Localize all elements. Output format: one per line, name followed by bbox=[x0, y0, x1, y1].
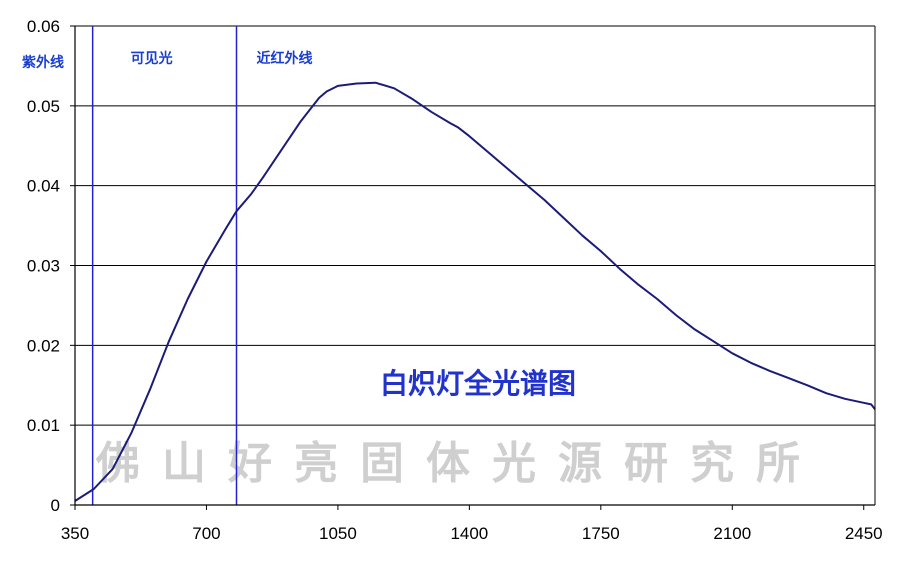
y-tick-label: 0.01 bbox=[27, 416, 60, 435]
region-label: 可见光 bbox=[131, 50, 173, 67]
y-tick-label: 0.02 bbox=[27, 336, 60, 355]
y-tick-label: 0.05 bbox=[27, 97, 60, 116]
y-tick-label: 0 bbox=[51, 496, 60, 515]
x-tick-label: 350 bbox=[61, 524, 89, 543]
region-labels: 紫外线 可见光 近红外线 bbox=[22, 50, 313, 71]
series-layer bbox=[74, 81, 876, 502]
x-tick-labels: 350 700 1050 1400 1750 2100 2450 bbox=[61, 505, 883, 543]
x-tick-label: 2100 bbox=[713, 524, 751, 543]
x-tick-label: 1050 bbox=[319, 524, 357, 543]
watermark-layer: 佛山好亮固体光源研究所 bbox=[95, 438, 822, 489]
watermark: 佛山好亮固体光源研究所 bbox=[95, 438, 822, 489]
y-tick-label: 0.06 bbox=[27, 17, 60, 36]
chart-title: 白炽灯全光谱图 bbox=[380, 367, 576, 400]
x-tick-label: 1750 bbox=[582, 524, 620, 543]
spectrum-line bbox=[74, 81, 876, 502]
y-tick-label: 0.04 bbox=[27, 177, 60, 196]
grid-lines bbox=[75, 25, 875, 506]
region-label: 紫外线 bbox=[22, 54, 64, 71]
x-tick-label: 2450 bbox=[845, 524, 883, 543]
y-tick-labels: 0 0.01 0.02 0.03 0.04 0.05 0.06 bbox=[27, 17, 75, 515]
x-tick-label: 1400 bbox=[450, 524, 488, 543]
x-tick-label: 700 bbox=[192, 524, 220, 543]
region-boundaries bbox=[91, 26, 238, 505]
region-label: 近红外线 bbox=[257, 50, 313, 67]
y-tick-label: 0.03 bbox=[27, 257, 60, 276]
